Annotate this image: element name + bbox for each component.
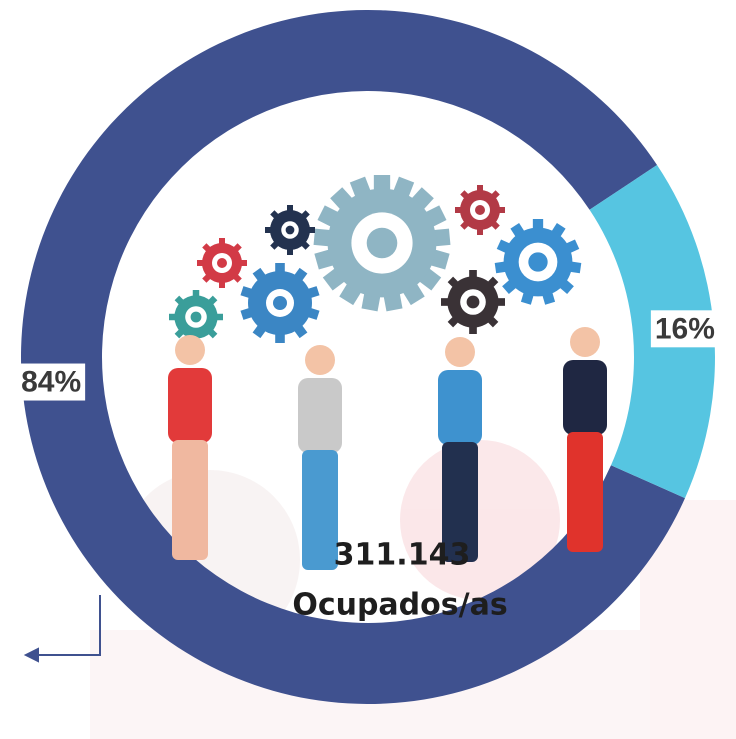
- gear: [455, 185, 505, 235]
- gear-hub: [475, 205, 485, 215]
- gear: [441, 270, 505, 334]
- gear-tooth: [219, 280, 225, 288]
- person-head: [570, 327, 600, 357]
- gear: [240, 263, 320, 343]
- person-head: [305, 345, 335, 375]
- gear-tooth: [469, 270, 477, 280]
- gear: [313, 175, 451, 312]
- label-box: [650, 310, 719, 348]
- gear: [265, 205, 315, 255]
- gear-tooth: [469, 324, 477, 334]
- gear-hub: [366, 227, 398, 259]
- gear-tooth: [275, 263, 285, 275]
- person-legs: [567, 432, 603, 552]
- person-head: [445, 337, 475, 367]
- gear-tooth: [287, 205, 293, 213]
- gear-tooth: [477, 185, 483, 193]
- gear: [197, 238, 247, 288]
- value-label: 16%: [655, 312, 715, 345]
- person-legs: [172, 440, 208, 560]
- person-legs: [442, 442, 478, 562]
- gear: [169, 290, 223, 344]
- person-legs: [302, 450, 338, 570]
- gear-hub: [190, 311, 202, 323]
- center-label: Ocupados/as: [292, 588, 507, 623]
- illustration: [168, 175, 607, 570]
- gear-hub: [273, 296, 287, 310]
- gear-hub: [466, 295, 480, 309]
- gear-tooth: [532, 219, 544, 232]
- gear-tooth: [219, 238, 225, 246]
- person-head: [175, 335, 205, 365]
- arrow: [23, 595, 101, 663]
- person-body: [563, 360, 607, 435]
- gear-tooth: [275, 331, 285, 343]
- gear-hub: [528, 252, 548, 272]
- gear-tooth: [287, 247, 293, 255]
- gear-hub: [217, 258, 227, 268]
- gear-tooth: [192, 290, 200, 299]
- label-box: [17, 363, 86, 401]
- gear-tooth: [477, 227, 483, 235]
- gear-hub: [285, 225, 295, 235]
- value-label: 84%: [21, 366, 81, 399]
- center-value: 311.143: [334, 538, 471, 573]
- person-body: [168, 368, 212, 443]
- gear: [494, 219, 582, 305]
- person-body: [438, 370, 482, 445]
- person-body: [298, 378, 342, 453]
